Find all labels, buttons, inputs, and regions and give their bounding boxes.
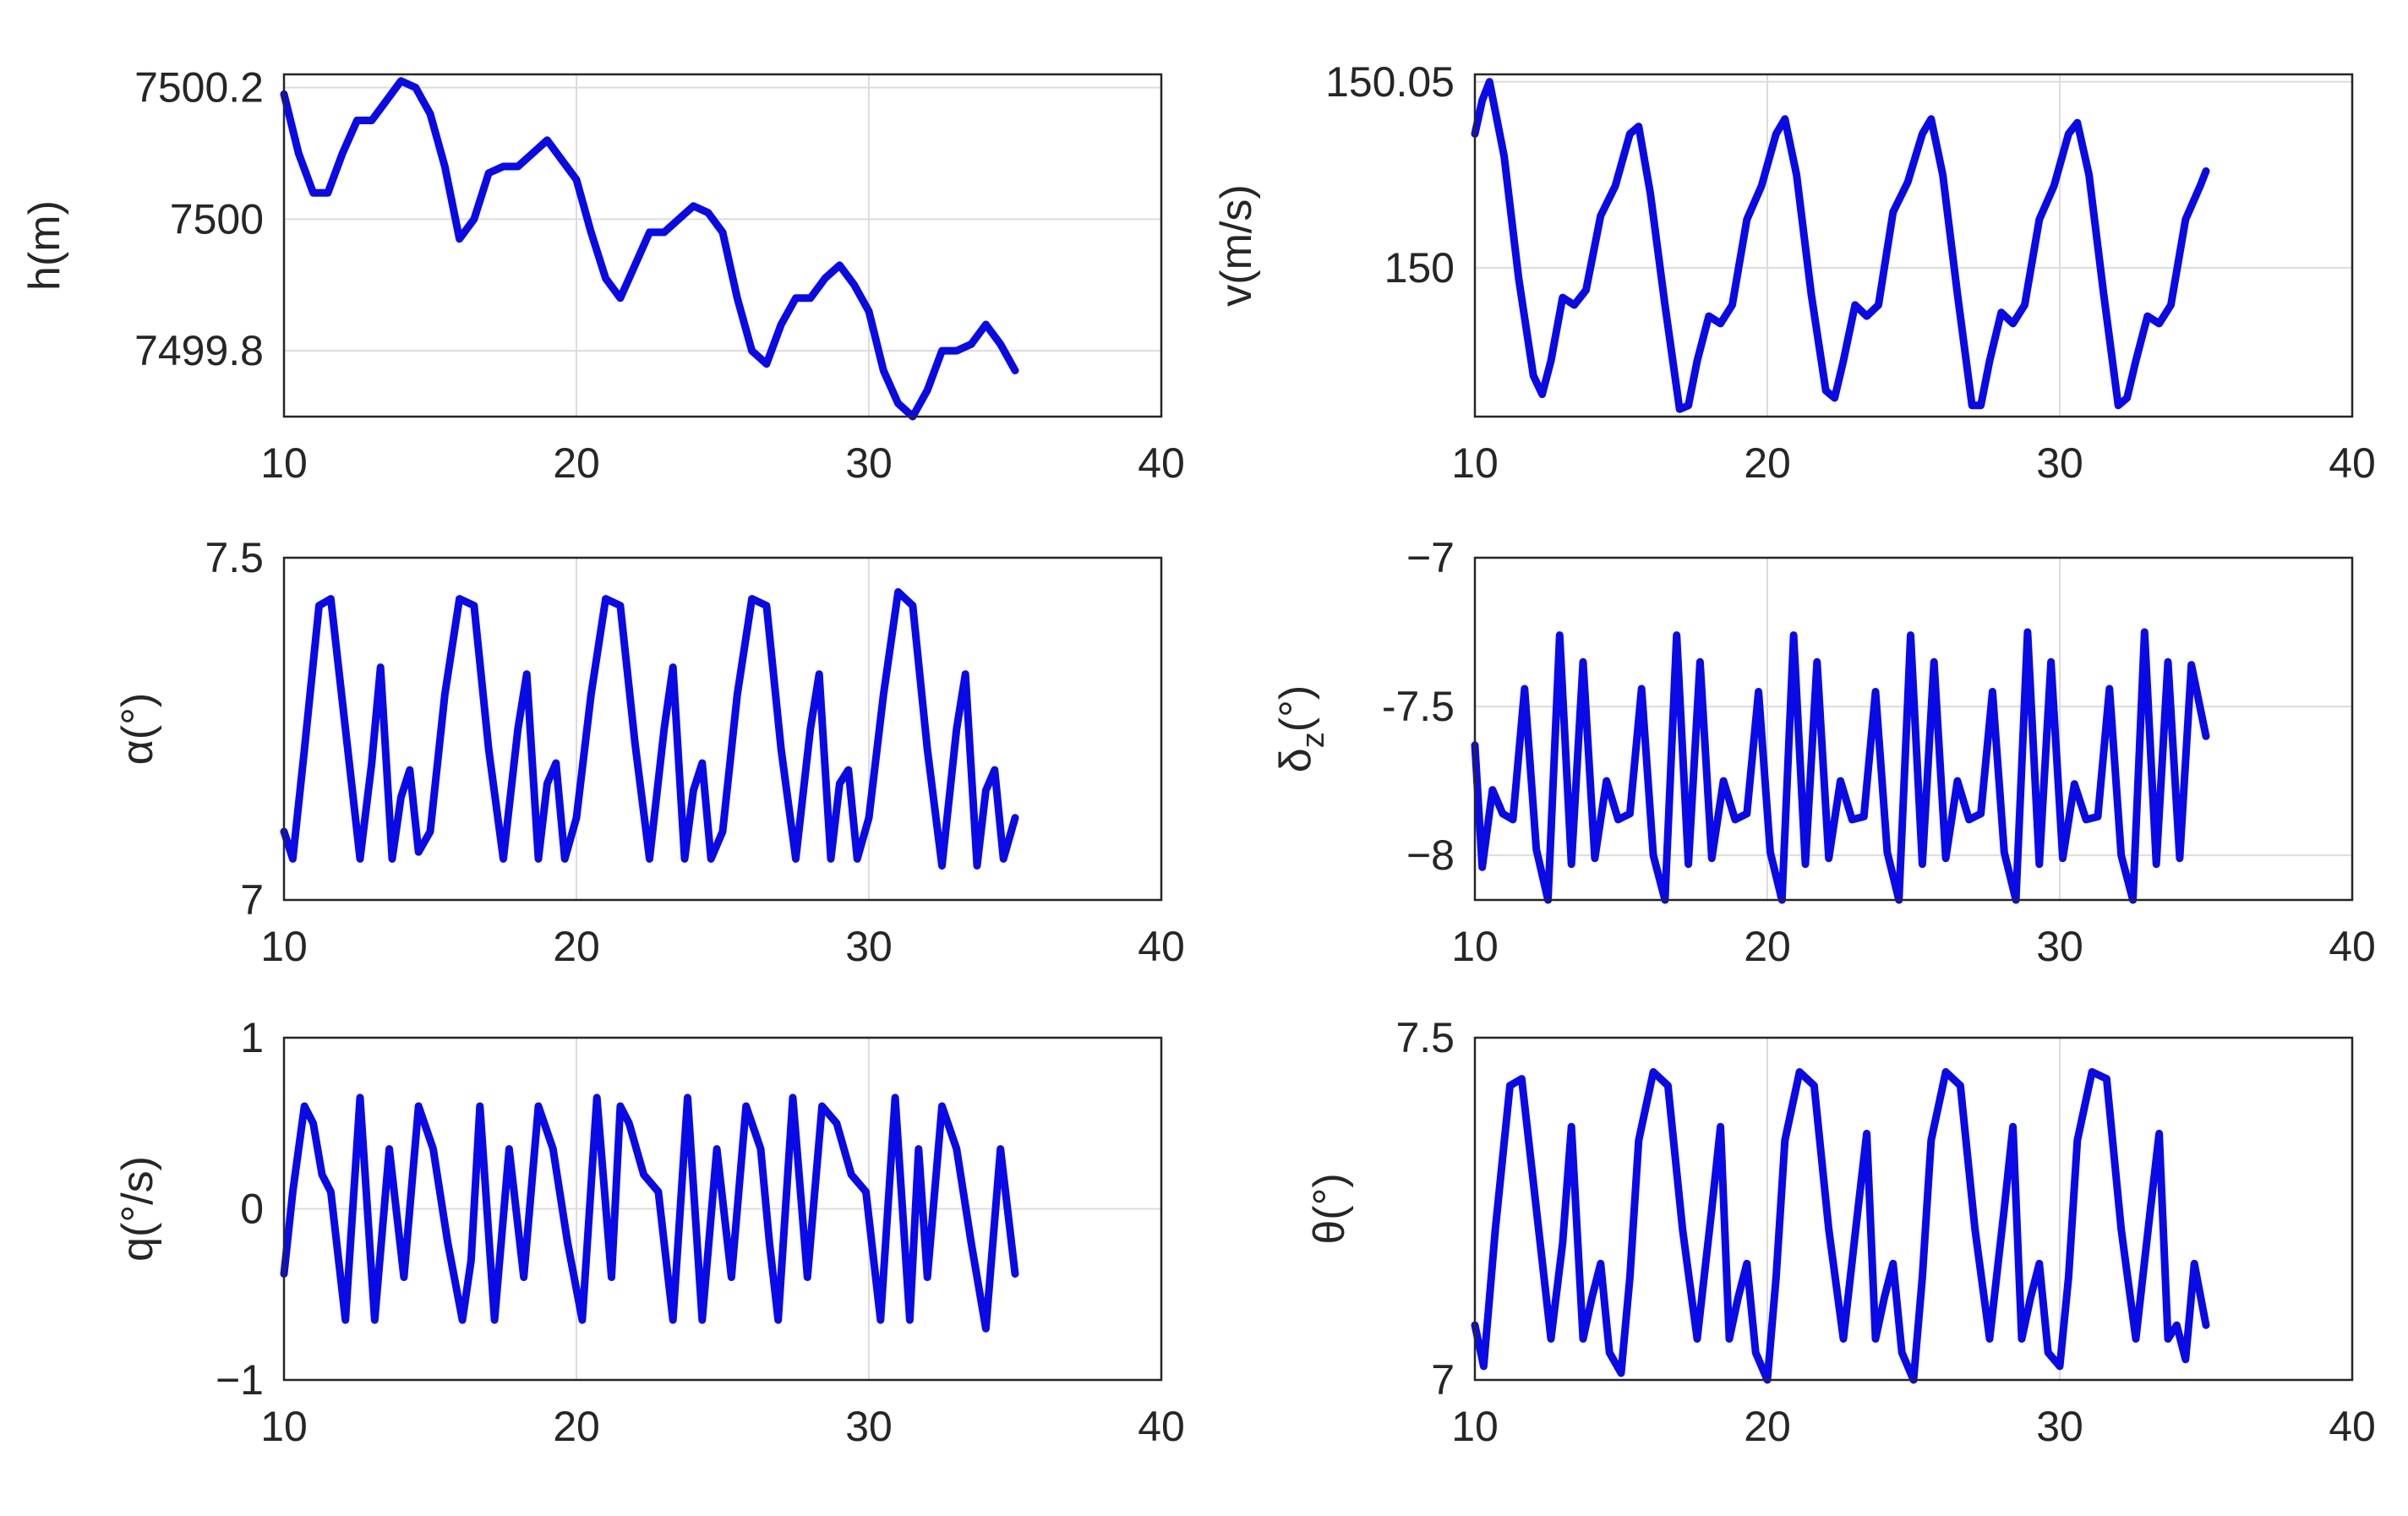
x-tick-label: 40 — [1138, 923, 1185, 970]
y-axis-label-main: δ — [1271, 748, 1320, 772]
axes-frame — [282, 556, 1163, 902]
series-line — [280, 77, 1019, 421]
y-tick-label: 7499.8 — [134, 327, 264, 374]
x-tick-label: 30 — [2036, 1403, 2083, 1450]
y-tick-label: 7500.2 — [134, 64, 264, 112]
y-tick-label: 0 — [240, 1186, 264, 1233]
axes-frame — [1473, 556, 2354, 902]
axes-frame — [1473, 73, 2354, 418]
x-tick-label: 40 — [1138, 439, 1185, 487]
series-line — [1471, 1068, 2210, 1384]
y-tick-label: 150.05 — [1325, 58, 1455, 106]
x-tick-label: 20 — [1744, 439, 1791, 487]
x-tick-label: 10 — [260, 923, 308, 970]
x-tick-label: 30 — [2036, 923, 2083, 970]
y-axis-label: v(m/s) — [1212, 184, 1261, 306]
y-tick-label: 7 — [240, 876, 264, 924]
axes-frame — [282, 73, 1163, 418]
x-tick-label: 30 — [845, 923, 893, 970]
x-tick-label: 10 — [1451, 923, 1499, 970]
x-tick-label: 10 — [260, 1403, 308, 1450]
y-tick-label: −7 — [1406, 534, 1455, 581]
axes-frame — [1473, 1036, 2354, 1382]
series-line — [280, 588, 1019, 870]
y-tick-label: −1 — [216, 1356, 264, 1404]
y-axis-label: q(°/s) — [113, 1156, 162, 1262]
x-tick-label: 20 — [553, 923, 600, 970]
y-tick-label: 150 — [1384, 244, 1455, 292]
x-tick-label: 30 — [845, 439, 893, 487]
y-axis-label-subscript: z — [1296, 732, 1331, 748]
x-tick-label: 40 — [1138, 1403, 1185, 1450]
y-tick-label: −8 — [1406, 832, 1455, 879]
subplot-4: 10 20 30 40 −8 -7.5 −7 δz(°) — [1271, 534, 2376, 970]
y-tick-label: 1 — [240, 1014, 264, 1061]
x-tick-label: 40 — [2329, 923, 2376, 970]
x-tick-label: 40 — [2329, 1403, 2376, 1450]
subplot-5: 10 20 30 40 −1 0 1 q(°/s) — [113, 1014, 1185, 1450]
y-tick-label: 7 — [1431, 1356, 1455, 1404]
x-tick-label: 30 — [845, 1403, 893, 1450]
y-axis-label: δz(°) — [1271, 685, 1331, 772]
x-tick-label: 10 — [260, 439, 308, 487]
x-tick-label: 20 — [1744, 1403, 1791, 1450]
x-tick-label: 20 — [553, 1403, 600, 1450]
y-axis-label: θ(°) — [1305, 1173, 1354, 1244]
series-line — [280, 1093, 1019, 1333]
subplot-3: 10 20 30 40 7 7.5 α(°) — [113, 534, 1185, 970]
series-line — [1471, 628, 2210, 904]
subplot-2: 10 20 30 40 150 150.05 v(m/s) — [1212, 58, 2376, 487]
x-tick-label: 10 — [1451, 1403, 1499, 1450]
axes-frame — [282, 1036, 1163, 1382]
y-axis-label: α(°) — [113, 693, 162, 766]
x-tick-label: 40 — [2329, 439, 2376, 487]
y-tick-label: 7500 — [170, 195, 264, 243]
subplot-1: 10 20 30 40 7499.8 7500 7500.2 h(m) — [20, 64, 1185, 487]
x-tick-label: 30 — [2036, 439, 2083, 487]
subplot-6: 10 20 30 40 7 7.5 θ(°) — [1305, 1014, 2376, 1450]
y-tick-label: -7.5 — [1382, 683, 1455, 730]
y-tick-label: 7.5 — [205, 534, 264, 581]
x-tick-label: 10 — [1451, 439, 1499, 487]
y-axis-label-unit: (°) — [1271, 685, 1320, 732]
y-tick-label: 7.5 — [1395, 1014, 1455, 1061]
x-tick-label: 20 — [1744, 923, 1791, 970]
x-tick-label: 20 — [553, 439, 600, 487]
series-line — [1471, 78, 2210, 413]
y-axis-label: h(m) — [20, 200, 69, 291]
